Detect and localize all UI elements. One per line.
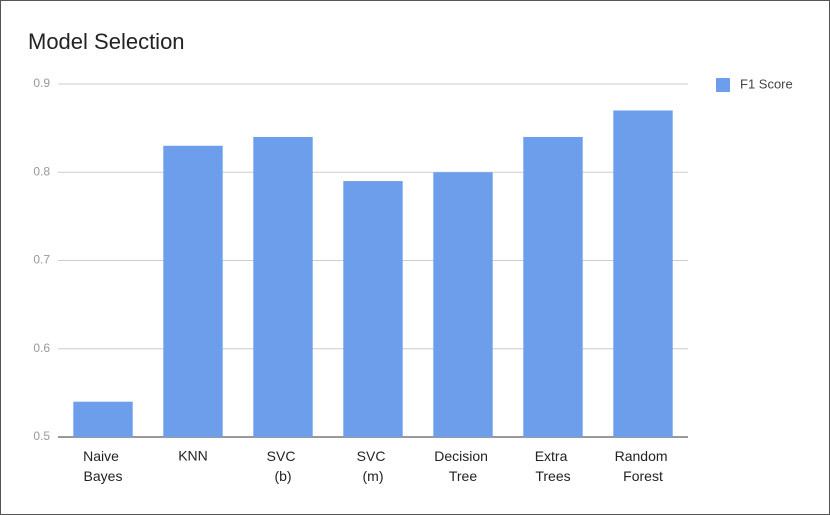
y-tick-label: 0.5 <box>33 429 50 443</box>
x-tick-label: SVC (b) <box>267 448 300 484</box>
x-tick-label: Random Forest <box>615 448 672 484</box>
x-tick-label: SVC (m) <box>357 448 390 484</box>
bar <box>433 172 493 437</box>
chart-title: Model Selection <box>28 29 185 54</box>
x-tick-label: KNN <box>178 448 208 464</box>
legend-swatch <box>716 78 730 92</box>
x-tick-label: Extra Trees <box>535 448 572 484</box>
bar <box>613 110 673 437</box>
bar <box>523 136 583 437</box>
y-tick-label: 0.8 <box>33 164 50 178</box>
legend-label: F1 Score <box>740 76 793 91</box>
y-tick-label: 0.6 <box>33 341 50 355</box>
bar <box>253 136 313 437</box>
y-tick-label: 0.7 <box>33 253 50 267</box>
bar <box>163 145 223 437</box>
bar <box>343 181 403 437</box>
x-tick-label: Decision Tree <box>434 448 492 484</box>
x-tick-label: Naive Bayes <box>83 448 123 484</box>
y-tick-label: 0.9 <box>33 76 50 90</box>
bar <box>73 401 133 437</box>
